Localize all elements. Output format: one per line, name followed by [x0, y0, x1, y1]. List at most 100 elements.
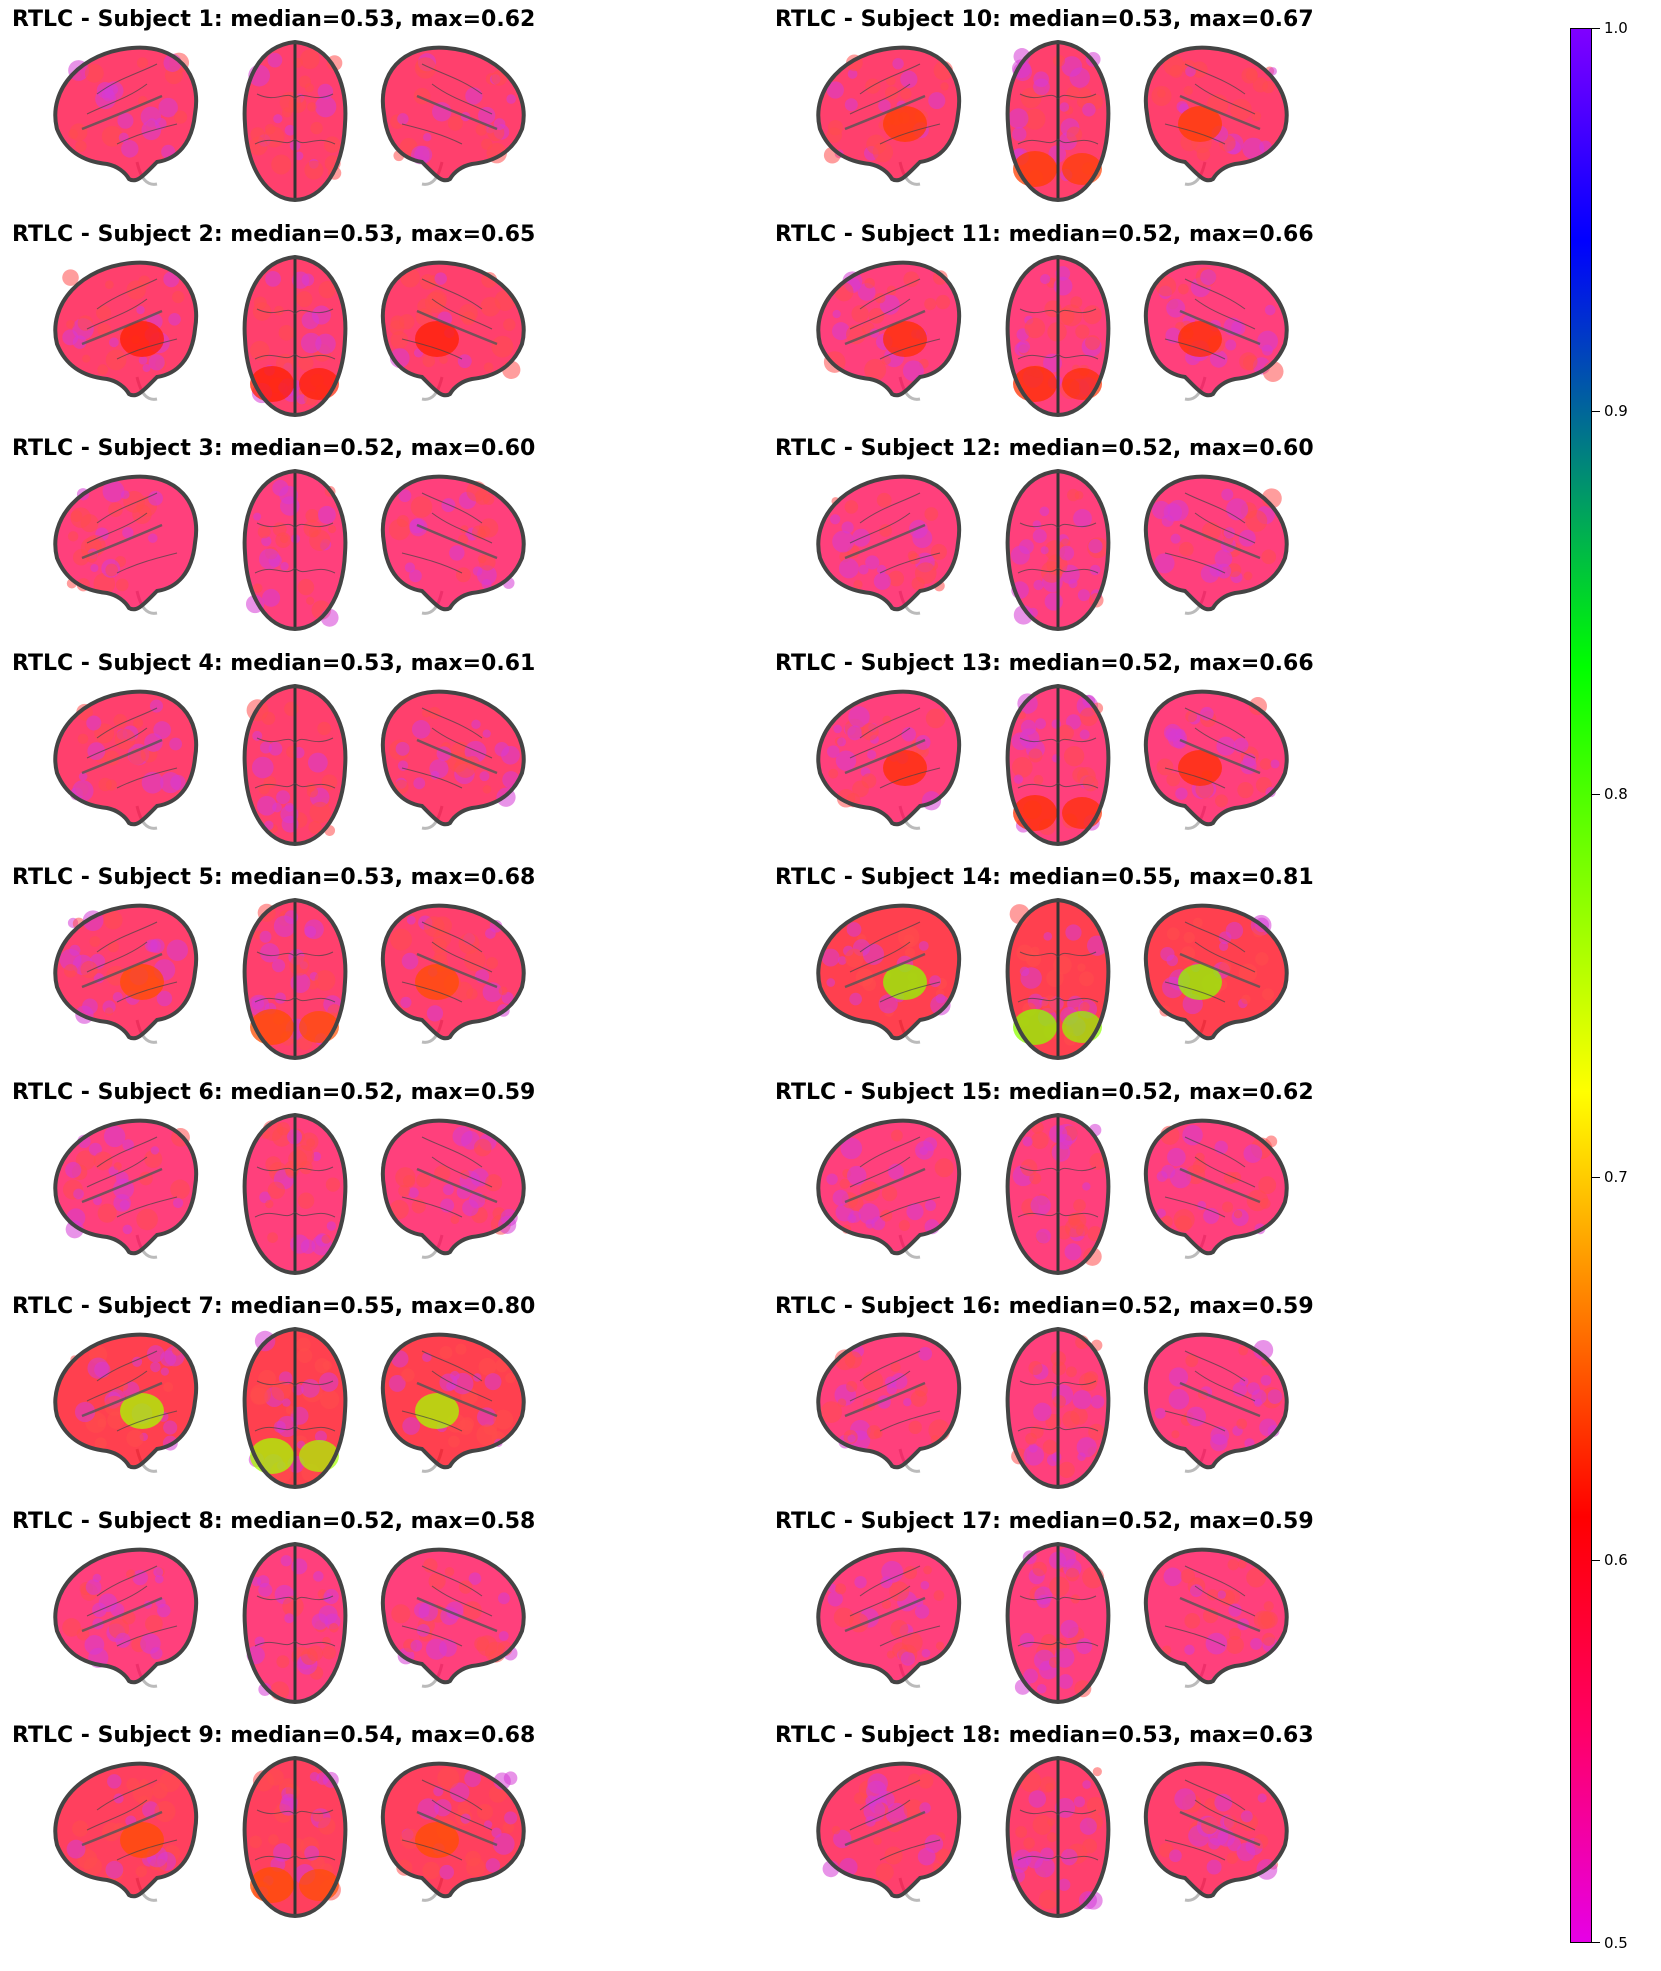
- sagittal-right-view: [380, 689, 526, 830]
- subject-panel: RTLC - Subject 11: median=0.52, max=0.66: [775, 221, 1495, 426]
- colorbar-tick: [1592, 411, 1600, 412]
- panel-title: RTLC - Subject 4: median=0.53, max=0.61: [12, 650, 536, 676]
- panel-title: RTLC - Subject 1: median=0.53, max=0.62: [12, 7, 536, 32]
- axial-view: [1005, 1326, 1111, 1490]
- subject-panel: RTLC - Subject 10: median=0.53, max=0.67: [775, 6, 1495, 211]
- glass-brain-views: [775, 678, 1395, 858]
- panel-title: RTLC - Subject 12: median=0.52, max=0.60: [775, 436, 1314, 461]
- subject-panel: RTLC - Subject 16: median=0.52, max=0.59: [775, 1293, 1495, 1498]
- sagittal-left-view: [816, 45, 962, 186]
- sagittal-left-view: [816, 689, 962, 830]
- axial-view: [1005, 468, 1111, 632]
- colorbar-tick-label: 0.9: [1604, 402, 1628, 420]
- glass-brain-views: [775, 1536, 1395, 1716]
- axial-view: [242, 468, 348, 632]
- sagittal-left-view: [816, 1332, 962, 1473]
- panel-title: RTLC - Subject 10: median=0.53, max=0.67: [775, 7, 1314, 32]
- glass-brain-views: [12, 892, 632, 1072]
- panel-title: RTLC - Subject 13: median=0.52, max=0.66: [775, 650, 1314, 676]
- colorbar-tick-label: 1.0: [1604, 19, 1628, 37]
- colorbar: 0.5 0.6 0.7 0.8 0.9 1.0: [1570, 20, 1628, 1951]
- panel-title: RTLC - Subject 5: median=0.53, max=0.68: [12, 865, 536, 890]
- glass-brain-views: [12, 249, 632, 429]
- subject-panel: RTLC - Subject 3: median=0.52, max=0.60: [12, 435, 732, 640]
- axial-view: [242, 683, 348, 846]
- panel-title: RTLC - Subject 14: median=0.55, max=0.81: [775, 865, 1314, 890]
- sagittal-right-view: [380, 1118, 526, 1259]
- sagittal-left-view: [816, 260, 962, 401]
- subject-panel: RTLC - Subject 15: median=0.52, max=0.62: [775, 1079, 1495, 1284]
- colorbar-tick-label: 0.6: [1604, 1551, 1628, 1569]
- colorbar-tick-label: 0.8: [1604, 785, 1628, 803]
- axial-view: [242, 897, 348, 1061]
- axial-view: [1005, 683, 1111, 846]
- glass-brain-views: [12, 1321, 632, 1501]
- axial-view: [1005, 1112, 1111, 1275]
- sagittal-right-view: [380, 260, 526, 401]
- glass-brain-views: [12, 34, 632, 214]
- glass-brain-views: [12, 463, 632, 643]
- sagittal-right-view: [1143, 45, 1289, 186]
- axial-view: [1005, 254, 1111, 417]
- sagittal-right-view: [1143, 903, 1289, 1044]
- colorbar-tick: [1592, 1560, 1600, 1561]
- glass-brain-views: [775, 1750, 1395, 1930]
- subject-panel: RTLC - Subject 8: median=0.52, max=0.58: [12, 1508, 732, 1713]
- panel-title: RTLC - Subject 15: median=0.52, max=0.62: [775, 1079, 1314, 1105]
- sagittal-left-view: [53, 260, 199, 401]
- axial-view: [242, 1541, 348, 1704]
- subject-panel: RTLC - Subject 18: median=0.53, max=0.63: [775, 1722, 1495, 1927]
- panel-title: RTLC - Subject 2: median=0.53, max=0.65: [12, 221, 536, 247]
- glass-brain-views: [775, 463, 1395, 643]
- sagittal-left-view: [816, 474, 962, 615]
- panel-title: RTLC - Subject 7: median=0.55, max=0.80: [12, 1294, 536, 1319]
- panel-title: RTLC - Subject 11: median=0.52, max=0.66: [775, 221, 1314, 247]
- glass-brain-views: [775, 1321, 1395, 1501]
- colorbar-tick-label: 0.5: [1604, 1934, 1628, 1952]
- axial-view: [1005, 897, 1111, 1061]
- sagittal-right-view: [1143, 1547, 1289, 1688]
- colorbar-tick: [1592, 794, 1600, 795]
- sagittal-right-view: [380, 1332, 526, 1473]
- glass-brain-views: [775, 892, 1395, 1072]
- axial-view: [1005, 1755, 1111, 1919]
- subject-panel: RTLC - Subject 4: median=0.53, max=0.61: [12, 650, 732, 855]
- subject-panel: RTLC - Subject 14: median=0.55, max=0.81: [775, 864, 1495, 1069]
- subject-panel: RTLC - Subject 13: median=0.52, max=0.66: [775, 650, 1495, 855]
- sagittal-left-view: [816, 1761, 962, 1902]
- sagittal-left-view: [53, 474, 199, 615]
- subject-panel: RTLC - Subject 9: median=0.54, max=0.68: [12, 1722, 732, 1927]
- colorbar-gradient: [1570, 28, 1592, 1943]
- subject-panel: RTLC - Subject 5: median=0.53, max=0.68: [12, 864, 732, 1069]
- panel-title: RTLC - Subject 3: median=0.52, max=0.60: [12, 436, 536, 461]
- axial-view: [242, 39, 348, 203]
- sagittal-left-view: [53, 1332, 199, 1473]
- sagittal-left-view: [53, 903, 199, 1044]
- sagittal-right-view: [1143, 1332, 1289, 1473]
- axial-view: [242, 1326, 348, 1490]
- sagittal-right-view: [1143, 1118, 1289, 1259]
- axial-view: [242, 1112, 348, 1275]
- sagittal-right-view: [1143, 474, 1289, 615]
- sagittal-right-view: [1143, 689, 1289, 830]
- sagittal-right-view: [380, 474, 526, 615]
- colorbar-tick: [1592, 1177, 1600, 1178]
- axial-view: [1005, 1541, 1111, 1704]
- sagittal-right-view: [1143, 260, 1289, 401]
- sagittal-right-view: [380, 1547, 526, 1688]
- glass-brain-views: [12, 1536, 632, 1716]
- panel-title: RTLC - Subject 16: median=0.52, max=0.59: [775, 1294, 1314, 1319]
- axial-view: [1005, 39, 1111, 203]
- sagittal-left-view: [53, 45, 199, 186]
- glass-brain-views: [775, 34, 1395, 214]
- sagittal-left-view: [816, 1118, 962, 1259]
- glass-brain-views: [775, 1107, 1395, 1287]
- panel-title: RTLC - Subject 9: median=0.54, max=0.68: [12, 1723, 536, 1748]
- axial-view: [242, 254, 348, 417]
- subject-panel: RTLC - Subject 6: median=0.52, max=0.59: [12, 1079, 732, 1284]
- panel-title: RTLC - Subject 8: median=0.52, max=0.58: [12, 1508, 536, 1534]
- subject-panel: RTLC - Subject 12: median=0.52, max=0.60: [775, 435, 1495, 640]
- sagittal-right-view: [380, 1761, 526, 1902]
- subject-panel: RTLC - Subject 1: median=0.53, max=0.62: [12, 6, 732, 211]
- sagittal-left-view: [816, 903, 962, 1044]
